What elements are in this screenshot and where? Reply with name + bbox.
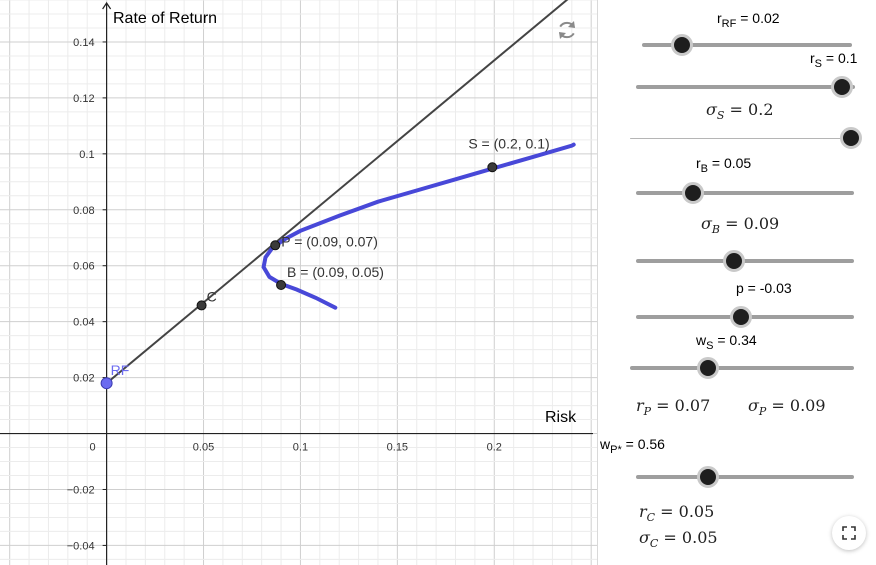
y-axis-label: Rate of Return [113,10,217,27]
point-S[interactable] [487,162,498,173]
tick-labels: 0 0.05 0.1 0.15 0.2 0.14 0.12 0.1 0.08 0.06 0.04 0.… [67,37,502,552]
x-tick-label: 0.1 [293,442,308,454]
slider-label-rS: rS = 0.1 [810,50,858,70]
point-RF[interactable] [100,377,113,390]
y-tick-label: 0.02 [73,373,94,385]
point-label-S: S = (0.2, 0.1) [468,135,549,151]
x-tick-label: 0.15 [387,442,408,454]
panel-divider [597,0,598,565]
slider-track-wP[interactable] [636,475,854,479]
y-tick-label: −0.02 [67,484,95,496]
y-axis-arrow [102,1,112,10]
point-label-P: P = (0.09, 0.07) [281,233,378,249]
slider-knob-rB[interactable] [681,182,704,204]
point-label-C: C [207,288,217,304]
result-rC: rC = 0.05 [639,502,715,525]
efficient-frontier-curve[interactable] [261,142,576,310]
graph-view[interactable]: 0 0.05 0.1 0.15 0.2 0.14 0.12 0.1 0.08 0.06 0.04 0.… [0,0,597,565]
slider-label-wS: wS = 0.34 [696,332,757,352]
point-B[interactable] [276,280,287,291]
points-layer: RF C P = (0.09, 0.07) B = (0.09, 0.05) S = (… [100,135,550,390]
slider-track-rRF[interactable] [642,43,852,47]
x-tick-label: 0.2 [487,442,502,454]
slider-track-rS[interactable] [636,85,855,89]
slider-label-sigmaS: σS = 0.2 [706,100,774,123]
slider-knob-wP[interactable] [696,466,719,488]
y-tick-label: 0.1 [79,149,94,161]
point-P[interactable] [270,240,281,251]
slider-label-wP: wP* = 0.56 [600,436,665,456]
slider-label-rRF: rRF = 0.02 [717,10,780,30]
slider-track-sigmaS[interactable] [630,138,860,139]
slider-panel: rRF = 0.02 rS = 0.1 σS = 0.2 rB = 0.05 σ… [598,0,876,565]
point-label-RF: RF [111,362,130,378]
x-axis-label: Risk [545,409,577,426]
slider-label-p: p = -0.03 [736,280,792,296]
slider-knob-p[interactable] [729,306,752,328]
slider-track-rB[interactable] [636,191,854,195]
result-sigmaC: σC = 0.05 [639,528,718,551]
x-tick-label: 0.05 [193,442,214,454]
slider-knob-sigmaS[interactable] [839,127,862,149]
y-tick-label: 0.14 [73,37,94,49]
point-C[interactable] [196,300,207,311]
slider-track-wS[interactable] [630,366,854,370]
fullscreen-button[interactable] [832,516,866,550]
y-tick-label: 0.04 [73,317,94,329]
slider-knob-wS[interactable] [697,357,720,379]
y-tick-label: −0.04 [67,540,95,552]
slider-label-sigmaB: σB = 0.09 [701,214,780,237]
slider-label-rB: rB = 0.05 [696,155,752,175]
capital-allocation-line[interactable] [105,0,597,384]
slider-knob-rS[interactable] [830,76,853,98]
fullscreen-icon [842,526,856,540]
grid [0,0,597,565]
y-tick-label: 0.12 [73,93,94,105]
result-rP: rP = 0.07 [636,396,711,419]
reset-icon[interactable] [555,18,579,42]
y-tick-label: 0.06 [73,261,94,273]
slider-knob-sigmaB[interactable] [723,250,746,272]
point-label-B: B = (0.09, 0.05) [287,264,384,280]
result-sigmaP: σP = 0.09 [748,396,826,419]
axes [0,1,593,565]
x-tick-label: 0 [90,442,96,454]
slider-knob-rRF[interactable] [670,34,693,56]
y-tick-label: 0.08 [73,205,94,217]
